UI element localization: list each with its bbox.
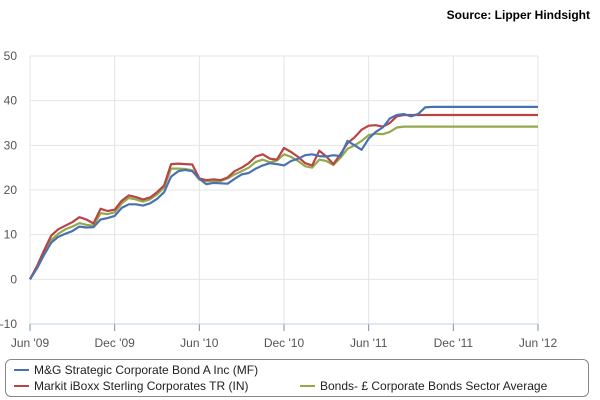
x-tick-label: Jun '10 [180, 336, 219, 350]
legend-label: M&G Strategic Corporate Bond A Inc (MF) [34, 363, 259, 377]
x-tick-label: Jun '12 [519, 336, 558, 350]
x-axis: Jun '09 Dec '09 Jun '10 Dec '10 Jun '11 Dec '… [11, 323, 558, 350]
x-tick-label: Dec '09 [95, 336, 136, 350]
legend-item-mg[interactable]: M&G Strategic Corporate Bond A Inc (MF) [14, 363, 258, 377]
series-line [29, 113, 538, 280]
y-tick-label: 40 [4, 94, 18, 108]
y-tick-label: 0 [10, 272, 17, 286]
legend-label: Markit iBoxx Sterling Corporates TR (IN) [34, 379, 249, 393]
series-line [29, 105, 538, 280]
y-tick-label: 50 [4, 49, 18, 63]
legend-item-markit[interactable]: Markit iBoxx Sterling Corporates TR (IN) [14, 379, 249, 393]
legend-swatch [300, 385, 315, 387]
y-tick-label: 30 [4, 138, 18, 152]
legend-swatch [14, 369, 29, 371]
y-tick-label: 20 [4, 183, 18, 197]
x-tick-label: Jun '09 [11, 336, 50, 350]
legend-swatch [14, 385, 29, 387]
series-line [29, 125, 538, 280]
y-tick-label: -10 [0, 317, 17, 331]
line-chart: 50 40 30 20 10 0 -10 Jun '09 Dec '09 Jun '10 Dec … [0, 49, 558, 350]
series-lines [29, 105, 538, 280]
legend-item-sector[interactable]: Bonds- £ Corporate Bonds Sector Average [300, 379, 547, 393]
y-tick-label: 10 [4, 228, 18, 242]
x-tick-label: Jun '11 [350, 336, 388, 350]
legend-label: Bonds- £ Corporate Bonds Sector Average [320, 379, 548, 393]
x-tick-label: Dec '10 [264, 336, 305, 350]
x-tick-label: Dec '11 [434, 336, 474, 350]
gridlines [29, 55, 539, 325]
y-axis-labels: 50 40 30 20 10 0 -10 [0, 49, 17, 331]
source-note: Source: Lipper Hindsight [446, 8, 590, 22]
legend: M&G Strategic Corporate Bond A Inc (MF) … [5, 359, 589, 397]
